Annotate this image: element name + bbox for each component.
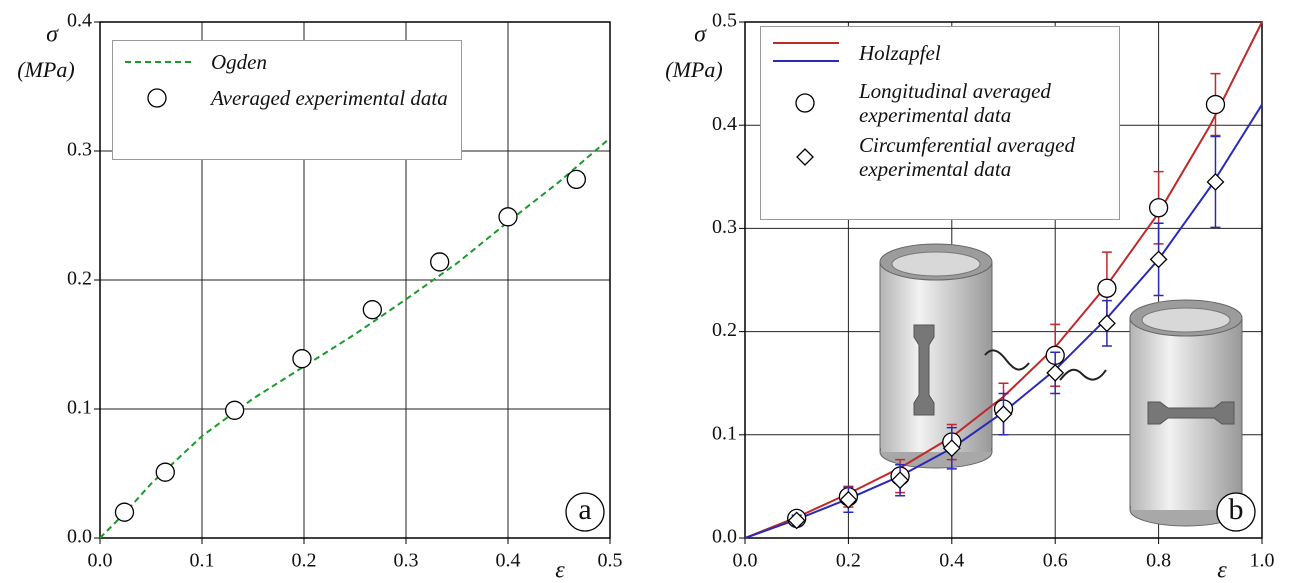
diamond-marker bbox=[891, 471, 910, 490]
legend-label: Circumferential averaged experimental da… bbox=[859, 133, 1075, 181]
x-tick-label: 0.0 bbox=[733, 550, 758, 572]
circle-marker bbox=[795, 93, 815, 113]
circle-marker bbox=[362, 300, 382, 320]
x-tick-label: 0.0 bbox=[88, 550, 113, 572]
x-tick-label: 0.2 bbox=[292, 550, 317, 572]
y-tick-label: 0.0 bbox=[712, 526, 737, 548]
y-axis-symbol: σ bbox=[46, 22, 59, 48]
panel-label: a bbox=[578, 493, 591, 526]
legend-swatch bbox=[147, 88, 167, 108]
legend-entry: Longitudinal averaged experimental data bbox=[769, 79, 1111, 127]
y-tick-label: 0.3 bbox=[712, 216, 737, 238]
diamond-marker bbox=[1206, 173, 1225, 191]
legend-swatch bbox=[125, 61, 193, 63]
panel-label-circle bbox=[1216, 492, 1256, 532]
y-tick-label: 0.1 bbox=[712, 422, 737, 444]
circle-marker bbox=[430, 252, 450, 272]
data-layer: σ (MPa) ε a σ (MPa) ε b bbox=[17, 22, 1263, 583]
panel-label: b bbox=[1229, 493, 1244, 526]
diamond-marker bbox=[994, 405, 1013, 424]
circle-marker bbox=[292, 349, 312, 369]
legend-swatch bbox=[795, 93, 815, 113]
legend-label: Ogden bbox=[211, 50, 267, 74]
y-tick-label: 0.4 bbox=[712, 113, 737, 135]
y-axis-unit: (MPa) bbox=[665, 57, 722, 82]
x-axis-symbol: ε bbox=[555, 558, 565, 583]
legend-label: Holzapfel bbox=[859, 41, 941, 65]
circle-marker bbox=[1148, 198, 1169, 218]
legend-entry: Holzapfel bbox=[769, 33, 1111, 73]
panel-label-circle bbox=[565, 492, 605, 532]
legend-entry: Circumferential averaged experimental da… bbox=[769, 133, 1111, 181]
legend-swatch bbox=[796, 148, 814, 166]
diamond-marker bbox=[839, 490, 858, 509]
circle-marker bbox=[498, 207, 518, 227]
plot-frame bbox=[99, 21, 611, 539]
y-axis-symbol: σ bbox=[694, 22, 707, 48]
circle-marker bbox=[224, 400, 245, 420]
x-tick-label: 0.3 bbox=[394, 550, 419, 572]
circle-marker bbox=[566, 169, 586, 190]
y-tick-label: 0.2 bbox=[67, 268, 92, 290]
y-tick-label: 0.5 bbox=[712, 10, 737, 32]
diamond-marker bbox=[1149, 250, 1168, 269]
diamond-marker bbox=[1046, 363, 1065, 382]
x-tick-label: 0.2 bbox=[836, 550, 861, 572]
circle-marker bbox=[114, 502, 135, 522]
circle-marker bbox=[147, 88, 167, 108]
x-axis-symbol: ε bbox=[1217, 558, 1227, 583]
legend-entry: Ogden bbox=[121, 47, 453, 77]
y-tick-label: 0.0 bbox=[67, 526, 92, 548]
x-tick-label: 0.4 bbox=[496, 550, 521, 572]
y-tick-label: 0.1 bbox=[67, 397, 92, 419]
legend: Ogden Averaged experimental data bbox=[112, 40, 462, 160]
x-tick-label: 0.5 bbox=[598, 550, 623, 572]
legend-swatch bbox=[773, 42, 839, 62]
x-tick-label: 0.1 bbox=[190, 550, 215, 572]
diamond-marker bbox=[787, 511, 806, 530]
y-axis-unit: (MPa) bbox=[17, 57, 74, 82]
x-tick-label: 0.6 bbox=[1043, 550, 1068, 572]
legend-label: Longitudinal averaged experimental data bbox=[859, 79, 1051, 127]
circle-marker bbox=[1205, 94, 1226, 115]
legend-label: Averaged experimental data bbox=[211, 86, 448, 110]
diamond-marker bbox=[942, 439, 961, 458]
legend: Holzapfel Longitudinal averaged experimen… bbox=[760, 26, 1120, 220]
y-tick-label: 0.4 bbox=[67, 10, 92, 32]
x-tick-label: 1.0 bbox=[1250, 550, 1275, 572]
circle-marker bbox=[1097, 278, 1117, 298]
plot-frame bbox=[744, 21, 1263, 539]
circle-marker bbox=[155, 462, 175, 482]
x-tick-label: 0.4 bbox=[939, 550, 964, 572]
diamond-marker bbox=[796, 148, 814, 166]
diamond-marker bbox=[1097, 314, 1116, 333]
x-tick-label: 0.8 bbox=[1146, 550, 1171, 572]
y-tick-label: 0.2 bbox=[712, 319, 737, 341]
legend-entry: Averaged experimental data bbox=[121, 83, 453, 113]
y-tick-label: 0.3 bbox=[67, 139, 92, 161]
